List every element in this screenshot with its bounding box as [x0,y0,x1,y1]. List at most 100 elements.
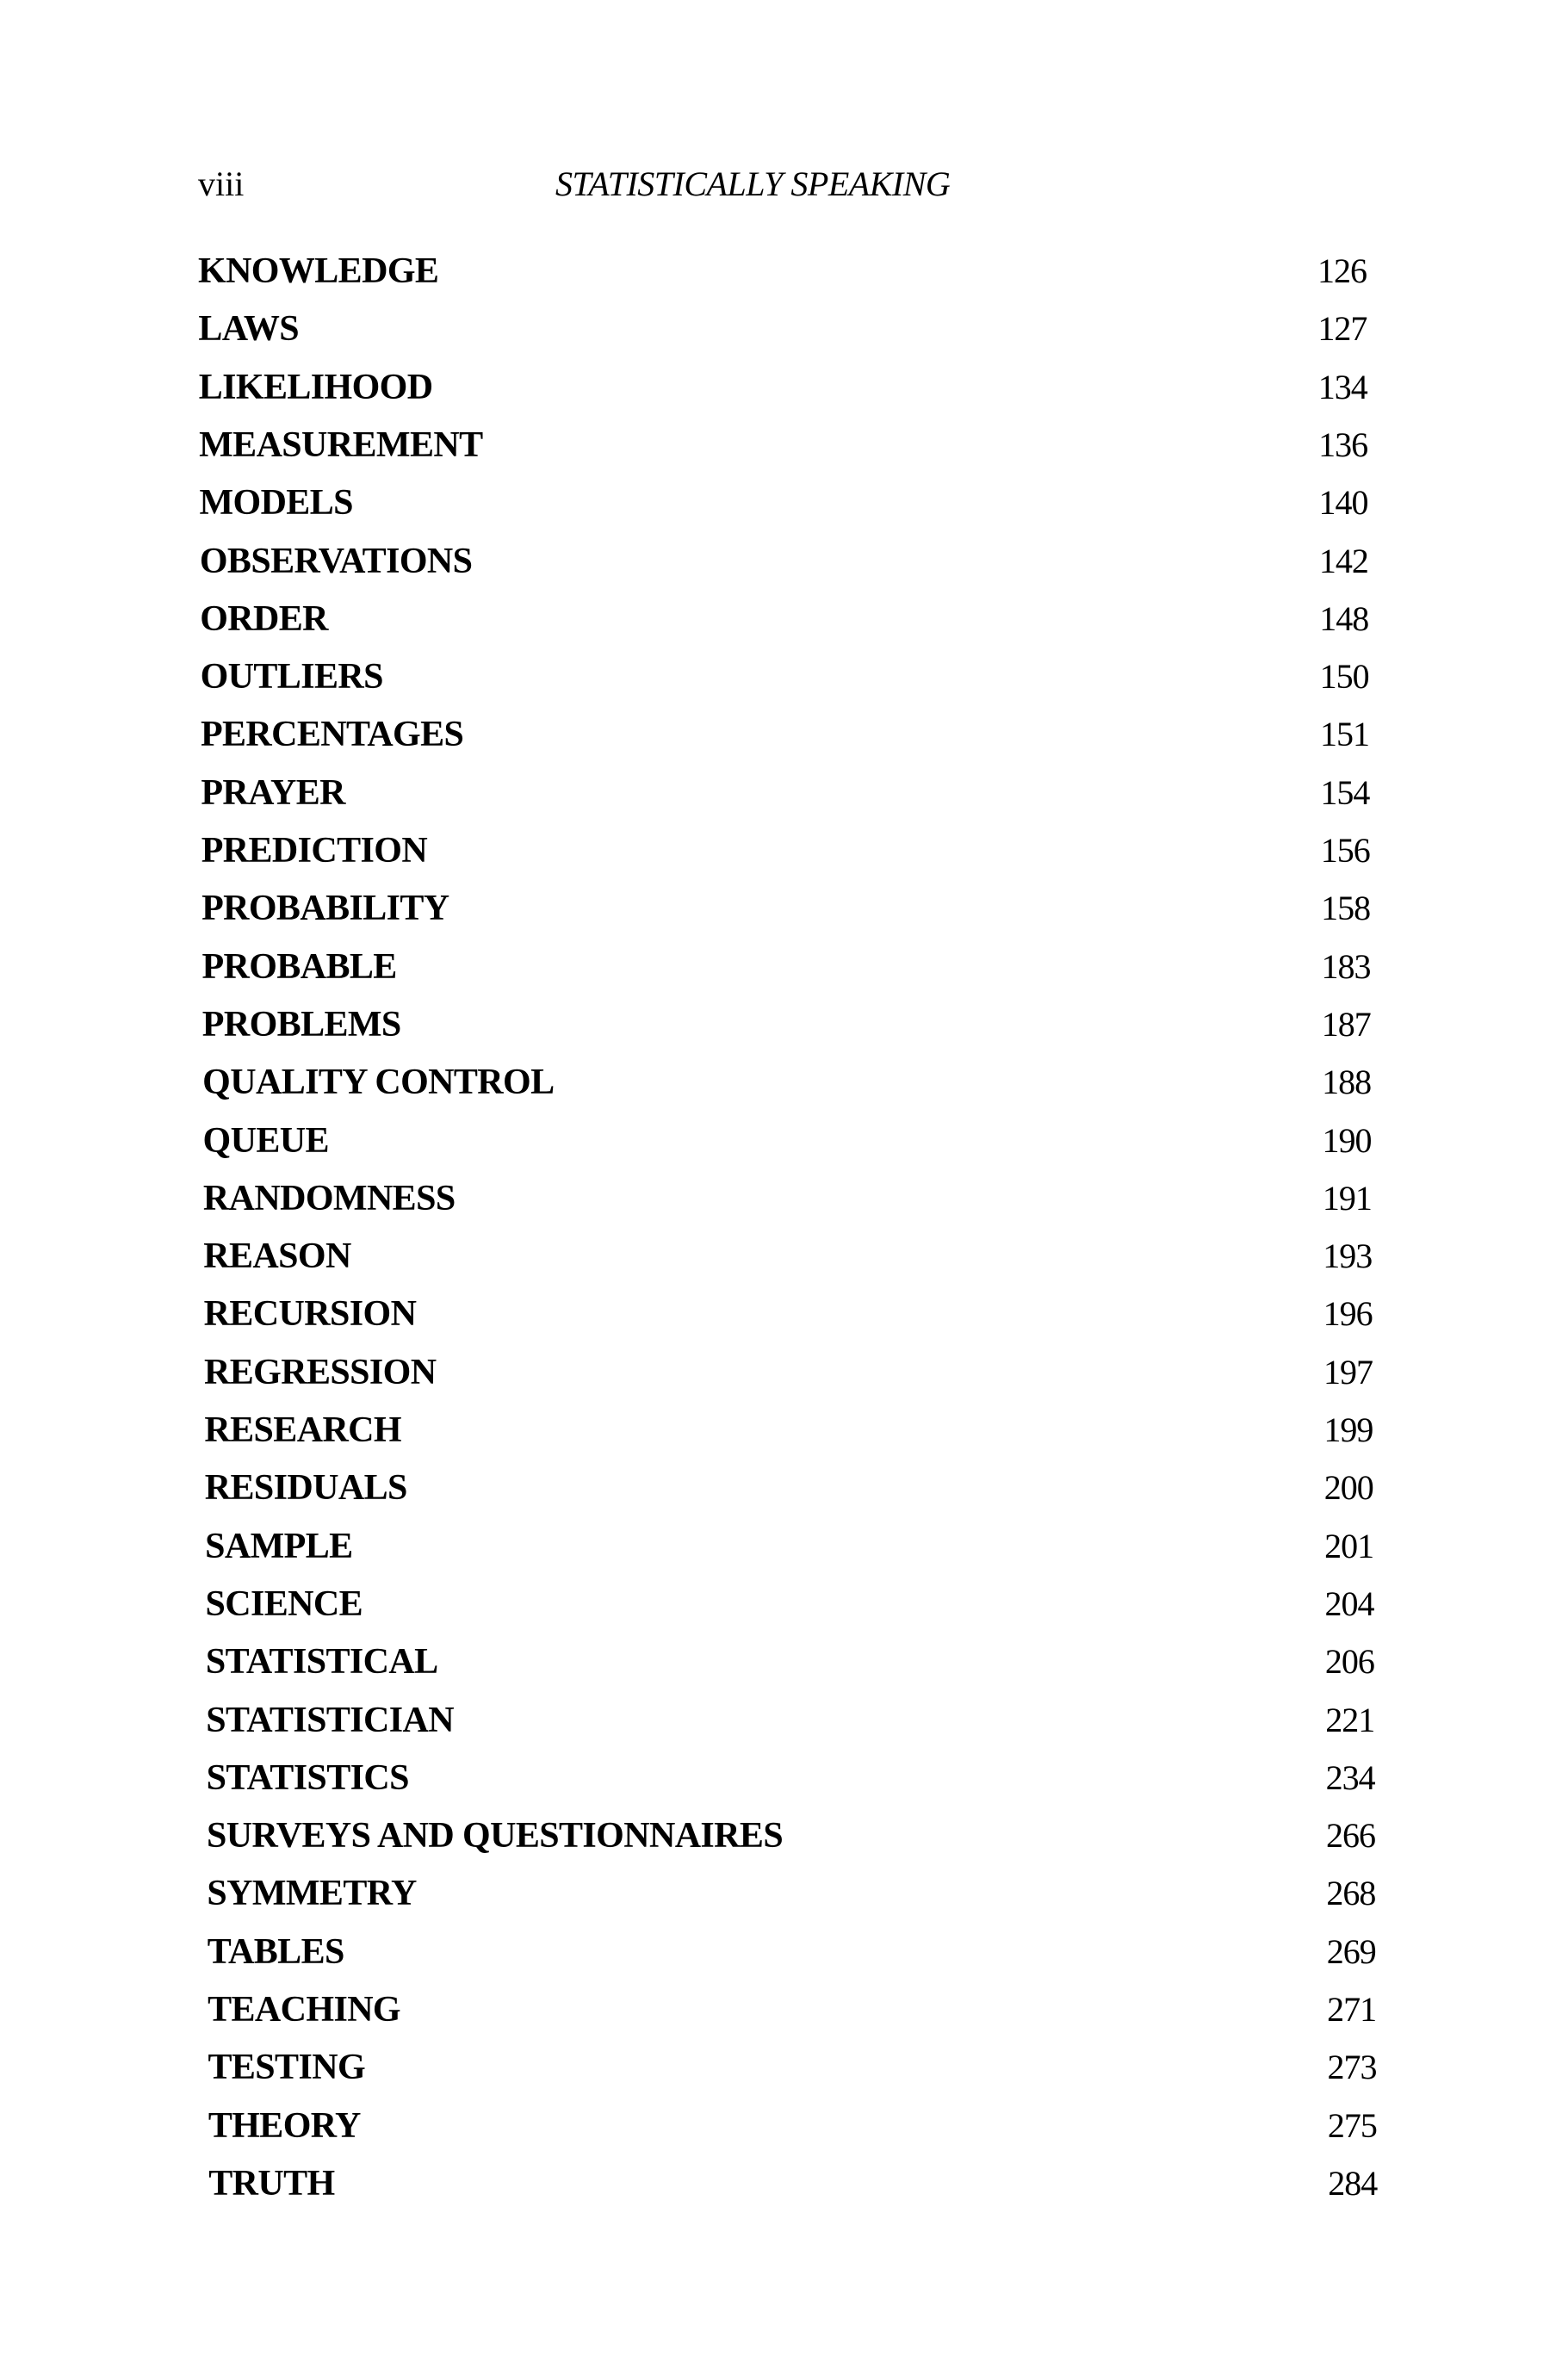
entry-page-number: 191 [1322,1178,1373,1218]
entry-title: TABLES [207,1931,345,1972]
entry-page-number: 187 [1321,1004,1372,1044]
toc-entry: STATISTICAL 206 [206,1640,1411,1683]
entry-page-number: 201 [1324,1526,1374,1565]
entry-title: PREDICTION [201,831,428,871]
toc-entry: SURVEYS AND QUESTIONNAIRES 266 [207,1814,1412,1857]
entry-page-number: 136 [1318,425,1368,464]
toc-entry: QUEUE 190 [203,1119,1409,1162]
entry-title: SURVEYS AND QUESTIONNAIRES [206,1816,784,1856]
entry-title: RANDOMNESS [202,1178,456,1218]
entry-page-number: 154 [1320,772,1370,812]
entry-title: TRUTH [208,2163,335,2203]
toc-entry: LIKELIHOOD 134 [199,366,1404,409]
toc-entry: RESIDUALS 200 [205,1466,1410,1509]
entry-page-number: 188 [1322,1063,1372,1102]
entry-page-number: 156 [1320,831,1371,870]
toc-entry: TESTING 273 [208,2046,1413,2089]
entry-title: OBSERVATIONS [199,541,473,581]
toc-entry: RECURSION 196 [204,1292,1410,1336]
toc-entry: REASON 193 [203,1235,1409,1278]
toc-entry: SAMPLE 201 [205,1525,1410,1568]
entry-title: PERCENTAGES [200,715,464,755]
toc-entry: TABLES 269 [208,1931,1413,1974]
entry-title: SAMPLE [205,1526,353,1566]
entry-page-number: 204 [1324,1584,1375,1623]
entry-title: RECURSION [203,1294,417,1335]
entry-page-number: 200 [1323,1468,1374,1508]
entry-title: SCIENCE [205,1584,363,1624]
entry-title: MODELS [199,483,353,524]
toc-entry: REGRESSION 197 [204,1351,1410,1394]
toc-entry: THEORY 275 [208,2104,1414,2148]
entry-title: PROBLEMS [201,1004,402,1044]
entry-page-number: 269 [1326,1931,1377,1971]
entry-page-number: 271 [1327,1990,1377,2029]
entry-page-number: 183 [1321,946,1371,986]
entry-page-number: 151 [1319,715,1370,754]
toc-entry: RESEARCH 199 [204,1409,1410,1452]
toc-entry: PROBABILITY 158 [201,887,1407,930]
toc-entry: ORDER 148 [200,598,1405,641]
entry-page-number: 193 [1323,1236,1373,1276]
toc-entry: MODELS 140 [199,481,1404,524]
toc-entry: SYMMETRY 268 [207,1872,1412,1915]
entry-title: QUEUE [202,1120,330,1161]
entry-page-number: 148 [1319,598,1369,638]
entry-page-number: 190 [1322,1120,1373,1160]
toc-entry: PERCENTAGES 151 [201,713,1406,756]
toc-entry: TRUTH 284 [208,2162,1414,2205]
entry-page-number: 196 [1323,1294,1373,1334]
entry-page-number: 275 [1327,2105,1378,2145]
toc-entry: OUTLIERS 150 [201,655,1406,698]
toc-entry: TEACHING 271 [208,1988,1413,2031]
entry-title: STATISTICAL [205,1642,438,1683]
entry-title: PROBABILITY [201,889,449,929]
entry-page-number: 268 [1326,1874,1376,1913]
entry-title: MEASUREMENT [199,425,483,465]
entry-title: TEACHING [208,1990,401,2030]
toc-entry: RANDOMNESS 191 [203,1177,1409,1220]
entry-title: SYMMETRY [207,1874,417,1914]
entry-page-number: 266 [1325,1816,1376,1856]
toc-entry: LAWS 127 [198,307,1404,350]
toc-entry: STATISTICIAN 221 [206,1699,1411,1742]
toc-entry: MEASUREMENT 136 [199,424,1404,467]
toc-entry: QUALITY CONTROL 188 [202,1061,1408,1104]
entry-page-number: 199 [1323,1410,1373,1449]
entry-title: PROBABLE [201,946,397,987]
entry-page-number: 221 [1325,1700,1375,1739]
toc-entry: KNOWLEDGE 126 [198,250,1404,293]
toc-entry: SCIENCE 204 [206,1583,1411,1626]
entry-page-number: 158 [1321,889,1371,928]
running-title: STATISTICALLY SPEAKING [555,164,951,203]
toc-entry: OBSERVATIONS 142 [200,540,1405,583]
entry-page-number: 126 [1317,251,1367,290]
toc-entry: STATISTICS 234 [207,1757,1412,1800]
entry-page-number: 142 [1318,541,1369,580]
entry-page-number: 127 [1317,309,1367,349]
entry-title: REGRESSION [204,1352,437,1392]
toc-entry: PROBLEMS 187 [202,1003,1408,1046]
entry-title: TESTING [208,2048,366,2088]
entry-title: LIKELIHOOD [198,367,433,407]
entry-page-number: 197 [1323,1352,1373,1391]
entry-page-number: 284 [1328,2163,1378,2203]
page-number: viii [198,164,245,203]
entry-title: OUTLIERS [200,657,384,697]
entry-title: QUALITY CONTROL [202,1063,555,1103]
entry-page-number: 273 [1327,2048,1377,2087]
entry-title: PRAYER [201,772,345,813]
toc-entry: PRAYER 154 [201,772,1406,815]
entry-title: ORDER [200,598,328,639]
toc-entry: PROBABLE 183 [201,945,1407,989]
entry-title: RESEARCH [204,1410,401,1450]
entry-title: STATISTICIAN [206,1700,454,1740]
entry-page-number: 206 [1324,1642,1375,1682]
entry-title: REASON [203,1236,351,1277]
entry-title: KNOWLEDGE [198,251,439,291]
entry-title: LAWS [198,309,300,350]
entry-title: RESIDUALS [204,1468,408,1509]
entry-page-number: 140 [1318,483,1368,523]
entry-page-number: 234 [1325,1757,1376,1797]
toc-entry: PREDICTION 156 [201,829,1407,872]
